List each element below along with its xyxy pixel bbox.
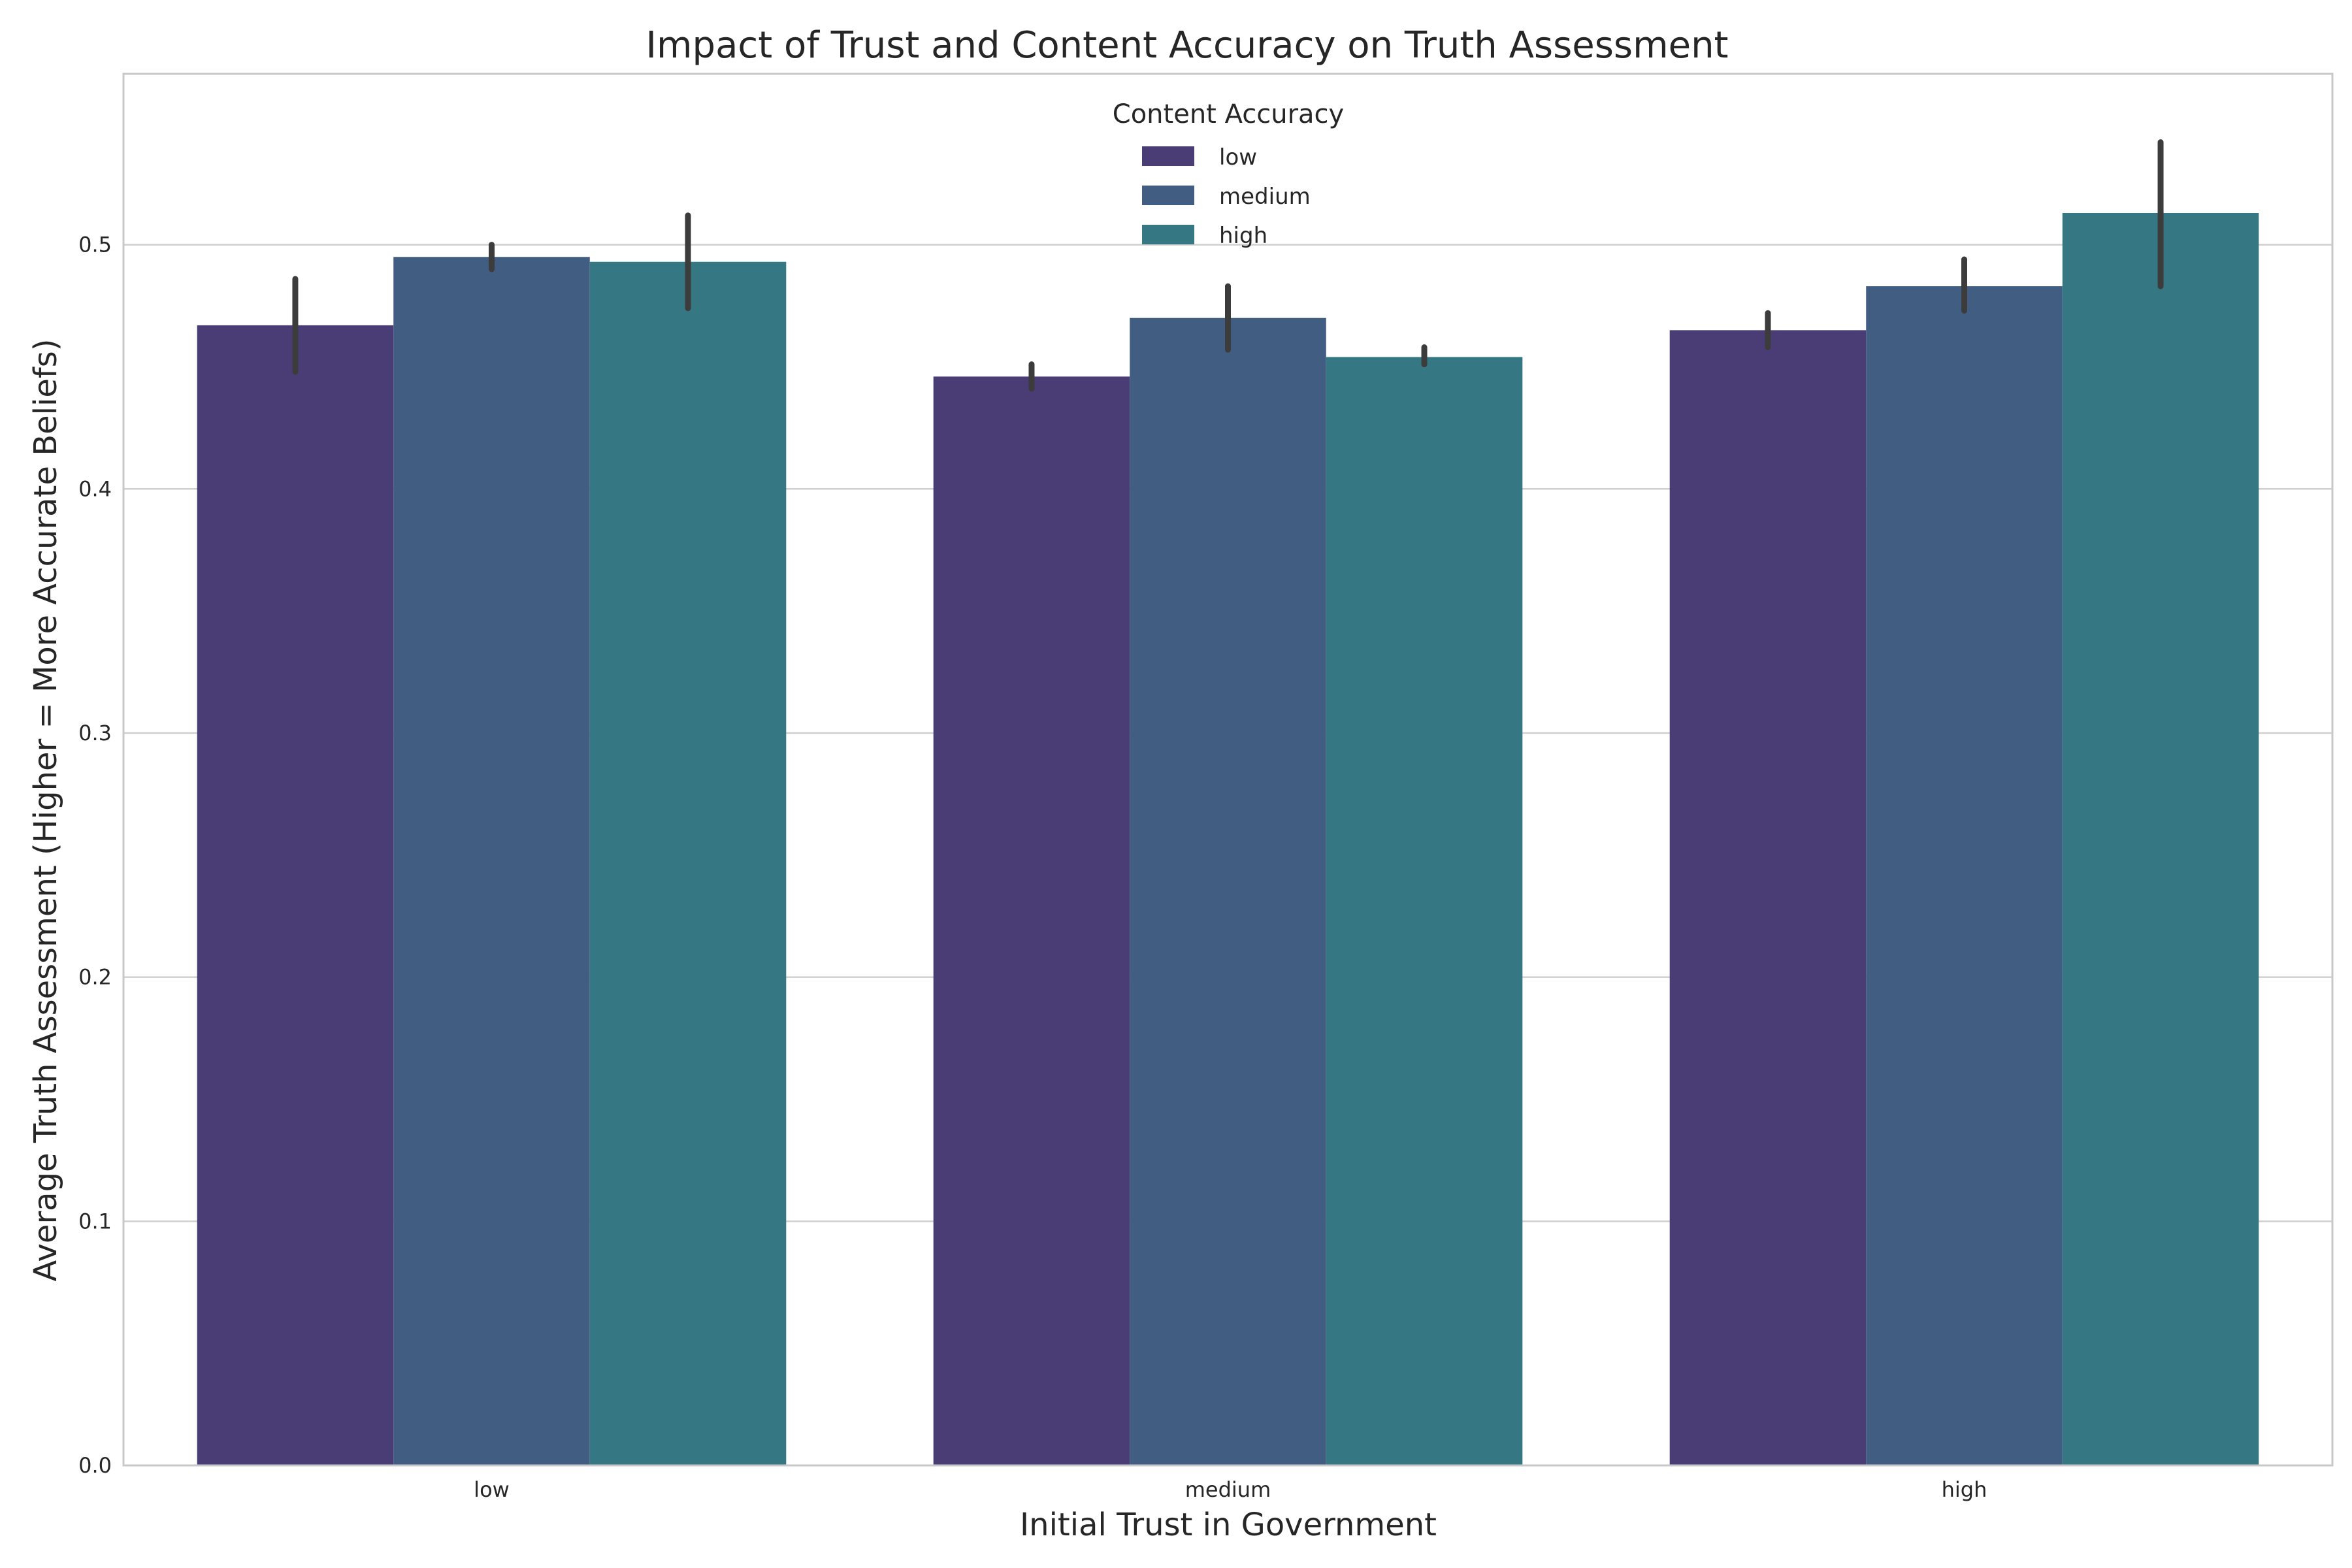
y-tick-label: 0.3 [78,721,112,745]
legend-label-medium: medium [1219,184,1311,210]
y-tick-label: 0.4 [78,476,112,501]
plot-frame [122,73,2334,1467]
y-axis-ticks: 0.0 0.1 0.2 0.3 0.4 0.5 [78,233,112,1478]
bar-medium-low [933,376,1130,1465]
legend-swatch-low [1142,146,1194,166]
legend-swatch-medium [1142,186,1194,205]
legend: Content Accuracy low medium high [1113,99,1344,249]
bar-layer [197,213,2259,1466]
legend-label-low: low [1219,144,1257,171]
legend-label-high: high [1219,223,1267,249]
chart-title: Impact of Trust and Content Accuracy on … [645,24,1728,67]
bar-medium-high [1326,357,1523,1466]
legend-items: low medium high [1142,144,1311,249]
legend-swatch-high [1142,225,1194,244]
bar-high-medium [1866,286,2063,1466]
bar-medium-medium [1130,318,1326,1465]
x-tick-label-medium: medium [1185,1477,1271,1502]
bar-low-high [589,261,787,1466]
bar-high-high [2062,213,2259,1465]
y-tick-label: 0.5 [78,233,112,257]
x-tick-label-low: low [474,1477,510,1502]
bar-low-medium [393,257,590,1465]
bar-low-low [197,325,394,1465]
x-axis-title: Initial Trust in Government [1020,1507,1437,1543]
legend-title: Content Accuracy [1113,99,1344,129]
y-tick-label: 0.2 [78,965,112,990]
y-axis-title: Average Truth Assessment (Higher = More … [27,338,64,1281]
x-axis-ticks: low medium high [474,1477,1987,1502]
x-tick-label-high: high [1942,1477,1987,1502]
y-tick-label: 0.0 [78,1453,112,1478]
y-tick-label: 0.1 [78,1209,112,1233]
error-bar-layer [292,139,2164,392]
bar-high-low [1669,330,1867,1465]
